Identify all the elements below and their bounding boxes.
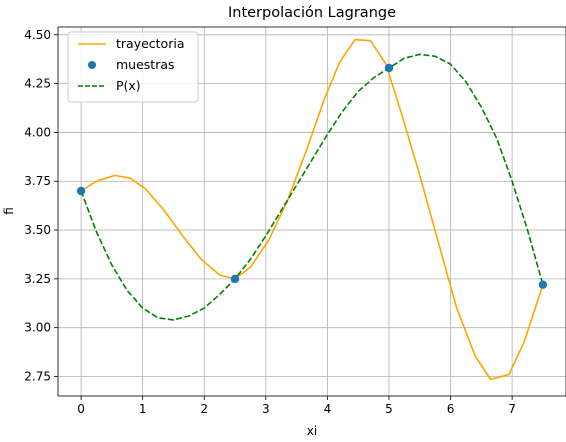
y-tick-label: 4.50: [24, 28, 51, 42]
x-axis-label: xi: [307, 424, 317, 438]
y-tick-label: 2.75: [24, 369, 51, 383]
x-tick-label: 3: [262, 402, 270, 416]
x-tick-label: 1: [139, 402, 147, 416]
x-tick-label: 6: [447, 402, 455, 416]
legend-box: [67, 31, 199, 103]
y-tick-label: 3.75: [24, 174, 51, 188]
data-point-muestras: [76, 186, 86, 196]
y-tick-label: 4.25: [24, 77, 51, 91]
x-tick-label: 4: [324, 402, 332, 416]
data-point-muestras: [230, 274, 240, 284]
x-tick-label: 7: [508, 402, 516, 416]
x-tick-label: 5: [385, 402, 393, 416]
y-tick-label: 3.50: [24, 223, 51, 237]
axis-ticks: 0 1 2 3 4 5 6 7 2.75 3.00 3.25 3.50 3.75 4.00 4.25 4.50: [24, 28, 516, 416]
y-tick-label: 4.00: [24, 125, 51, 139]
legend-label-muestras: muestras: [116, 57, 175, 72]
plot-area: [76, 38, 548, 381]
y-axis-label: fi: [2, 207, 16, 215]
y-tick-label: 3.00: [24, 321, 51, 335]
data-point-muestras: [538, 280, 548, 289]
chart-title: Interpolación Lagrange: [228, 5, 396, 21]
legend-label-px: P(x): [116, 78, 141, 93]
plot-frame: [57, 26, 566, 397]
x-tick-label: 0: [77, 402, 85, 416]
data-point-muestras: [384, 63, 394, 73]
legend: trayectoria muestras P(x): [67, 31, 199, 103]
series-line-px: [80, 53, 544, 321]
legend-label-trayectoria: trayectoria: [116, 36, 184, 51]
series-line-trayectoria: [80, 38, 544, 381]
y-tick-label: 3.25: [24, 272, 51, 286]
x-tick-label: 2: [200, 402, 208, 416]
legend-swatch-muestras: [88, 61, 96, 69]
